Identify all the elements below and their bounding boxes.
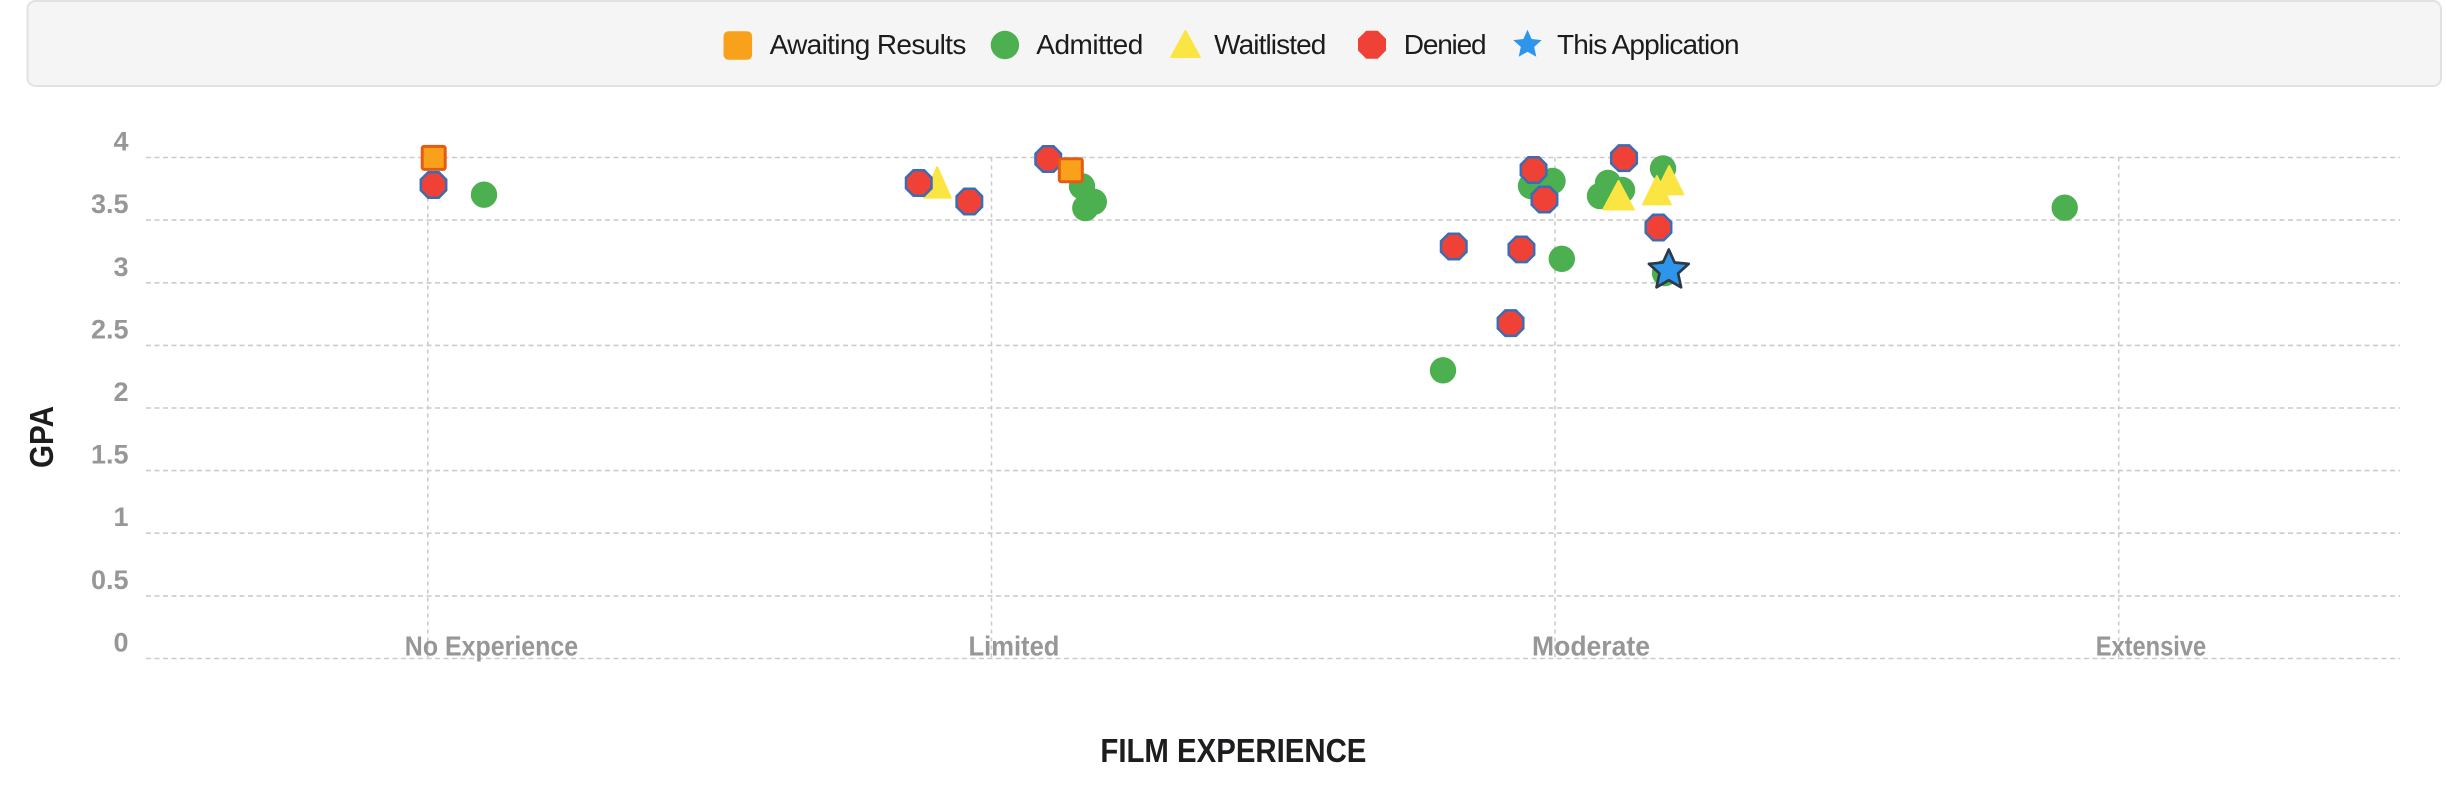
svg-text:This Application: This Application (1557, 29, 1739, 60)
svg-text:Limited: Limited (969, 631, 1060, 662)
svg-text:2.5: 2.5 (91, 314, 129, 344)
svg-text:3.5: 3.5 (91, 189, 129, 219)
svg-text:0: 0 (113, 628, 128, 658)
svg-text:FILM EXPERIENCE: FILM EXPERIENCE (1100, 732, 1366, 769)
svg-text:1.5: 1.5 (91, 440, 129, 470)
svg-text:Waitlisted: Waitlisted (1214, 29, 1325, 60)
svg-text:4: 4 (113, 127, 128, 157)
svg-text:3: 3 (113, 252, 128, 282)
svg-text:Awaiting Results: Awaiting Results (770, 29, 966, 60)
svg-text:No Experience: No Experience (405, 631, 578, 662)
svg-text:Admitted: Admitted (1036, 29, 1143, 60)
svg-text:Denied: Denied (1404, 29, 1486, 60)
svg-text:Moderate: Moderate (1532, 631, 1650, 662)
svg-text:0.5: 0.5 (91, 565, 129, 595)
svg-text:GPA: GPA (23, 406, 60, 468)
svg-text:2: 2 (113, 377, 128, 407)
svg-text:1: 1 (113, 502, 128, 532)
svg-text:Extensive: Extensive (2096, 631, 2207, 662)
